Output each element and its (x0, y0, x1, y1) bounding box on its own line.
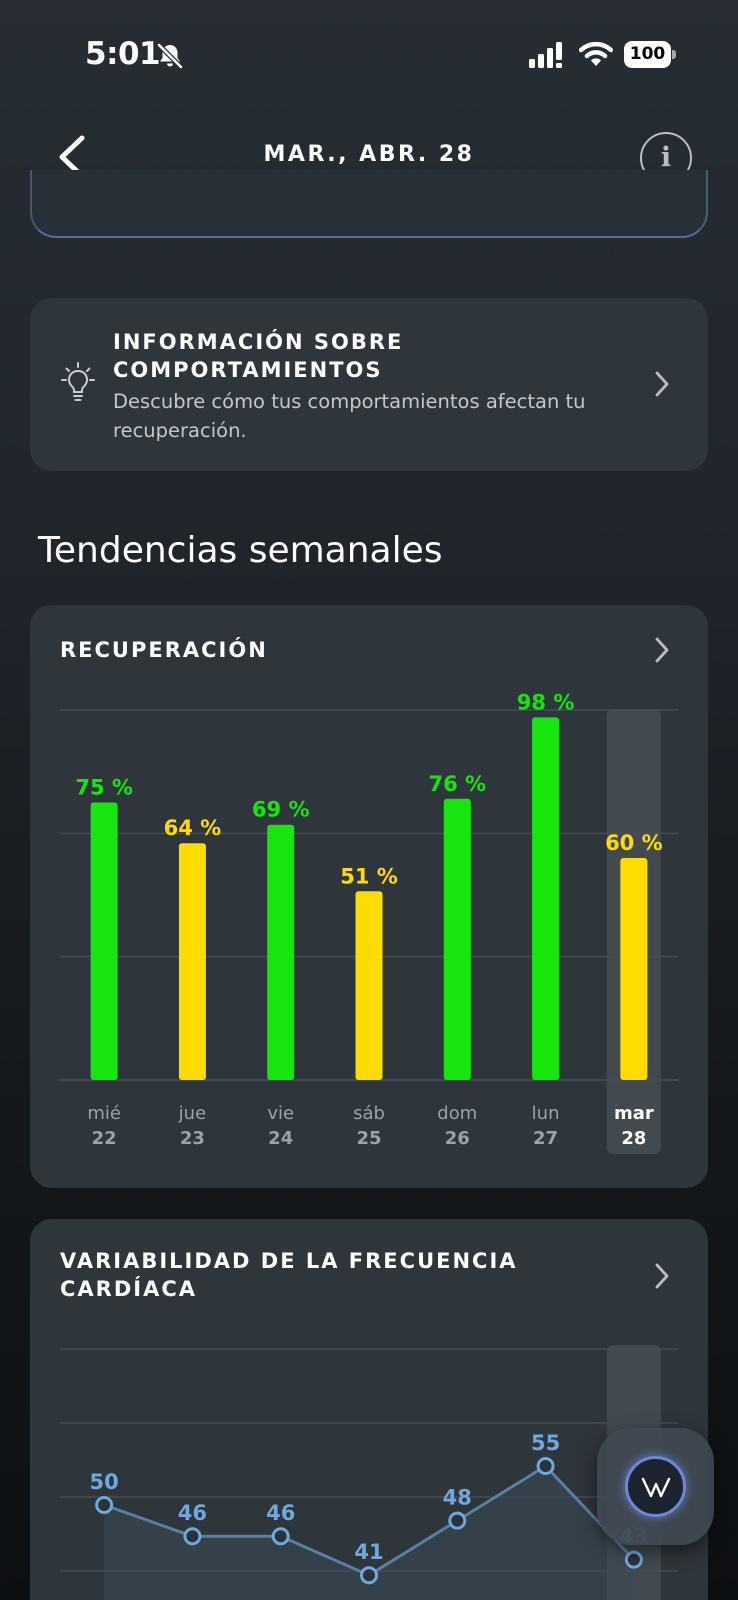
hrv-point (536, 1457, 555, 1475)
hrv-point (271, 1527, 290, 1546)
previous-card-edge (30, 170, 708, 238)
battery-level: 100 (624, 41, 671, 68)
back-arrow-icon[interactable] (50, 130, 96, 184)
bell-muted-icon (157, 43, 183, 69)
coach-logo-icon (625, 1456, 686, 1517)
x-axis-date-label: 27 (533, 1128, 558, 1149)
cellular-signal-icon (529, 42, 562, 68)
x-axis-day-label: jue (178, 1103, 206, 1124)
behaviors-insights-card[interactable]: INFORMACIÓN SOBRE COMPORTAMIENTOS Descub… (30, 298, 708, 471)
behaviors-card-description: Descubre cómo tus comportamientos afecta… (113, 390, 586, 442)
battery-tip (672, 50, 676, 59)
x-axis-date-label: 23 (180, 1128, 205, 1149)
x-axis-day-label: mié (87, 1103, 121, 1124)
top-nav-header: MAR., ABR. 28 i (0, 120, 738, 194)
x-axis-date-label: 22 (92, 1128, 117, 1149)
recovery-bar (267, 824, 295, 1080)
recovery-bar (532, 717, 560, 1080)
hrv-point (95, 1496, 114, 1514)
hrv-value-label: 41 (354, 1540, 383, 1564)
hrv-value-label: 46 (178, 1501, 207, 1525)
coach-fab-button[interactable] (597, 1428, 714, 1545)
hrv-value-label: 48 (443, 1486, 472, 1510)
x-axis-date-label: 26 (445, 1128, 470, 1149)
hrv-point (624, 1550, 643, 1569)
page-title: MAR., ABR. 28 (263, 142, 475, 167)
bar-value-label: 75 % (75, 776, 133, 800)
bar-value-label: 60 % (605, 831, 663, 855)
bar-value-label: 64 % (164, 816, 222, 840)
wifi-icon (579, 41, 613, 66)
lightbulb-icon (61, 362, 95, 401)
chevron-right-icon[interactable] (652, 635, 672, 665)
chevron-right-icon (655, 371, 669, 397)
recovery-bar (90, 802, 118, 1080)
bar-value-label: 98 % (517, 690, 575, 714)
hrv-point (448, 1511, 467, 1530)
x-axis-date-label: 25 (356, 1128, 381, 1149)
bar-value-label: 76 % (428, 772, 486, 796)
battery-indicator: 100 (624, 41, 676, 68)
x-axis-day-label: dom (437, 1103, 477, 1124)
weekly-trends-title: Tendencias semanales (38, 530, 443, 571)
status-time: 5:01 (85, 36, 161, 72)
status-bar: 5:01 100 (0, 0, 738, 110)
x-axis-date-label: 24 (268, 1128, 293, 1149)
x-axis-day-label: lun (532, 1103, 560, 1124)
x-axis-day-label: mar (614, 1103, 654, 1124)
chevron-right-icon[interactable] (652, 1261, 672, 1291)
x-axis-day-label: sáb (353, 1103, 385, 1124)
hrv-area (104, 1466, 634, 1600)
hrv-card-title: VARIABILIDAD DE LA FRECUENCIA CARDÍACA (60, 1249, 518, 1301)
x-axis-date-label: 28 (621, 1128, 646, 1149)
bar-value-label: 51 % (340, 864, 398, 888)
hrv-line-chart: 50464641485543 (60, 1345, 678, 1600)
hrv-chart-card[interactable]: VARIABILIDAD DE LA FRECUENCIA CARDÍACA 5… (30, 1219, 708, 1600)
recovery-card-title: RECUPERACIÓN (60, 638, 268, 662)
recovery-bar (443, 798, 471, 1080)
hrv-point (183, 1527, 202, 1546)
recovery-bar (178, 843, 206, 1080)
hrv-value-label: 50 (90, 1470, 119, 1494)
bar-value-label: 69 % (252, 798, 310, 822)
hrv-value-label: 55 (531, 1431, 560, 1455)
recovery-bar (355, 891, 383, 1080)
hrv-value-label: 46 (266, 1501, 295, 1525)
behaviors-card-title: INFORMACIÓN SOBRE COMPORTAMIENTOS (113, 330, 404, 382)
hrv-point (360, 1566, 378, 1585)
recovery-chart-card[interactable]: RECUPERACIÓN 75 % mié 22 64 % jue 23 69 % vie 24… (30, 605, 708, 1188)
recovery-bar-chart: 75 % mié 22 64 % jue 23 69 % vie 24 51 % sáb 25 76 %… (60, 690, 678, 1154)
x-axis-day-label: vie (267, 1103, 294, 1124)
recovery-bar (620, 858, 648, 1080)
